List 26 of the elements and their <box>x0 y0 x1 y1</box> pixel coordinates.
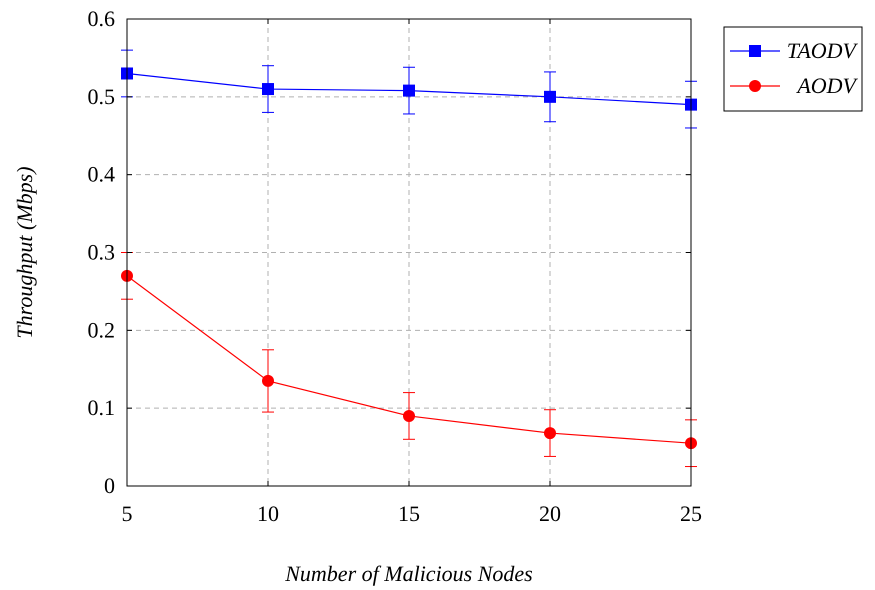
point <box>121 270 133 282</box>
point <box>262 374 274 387</box>
x-tick-label: 5 <box>122 501 132 526</box>
y-tick-label: 0.3 <box>88 240 115 264</box>
y-tick-label: 0.1 <box>88 395 115 420</box>
point <box>685 437 697 450</box>
y-tick-label: 0 <box>104 473 115 498</box>
legend-label: TAODV <box>786 38 859 63</box>
point <box>544 427 556 440</box>
y-tick-label: 0.2 <box>88 317 115 342</box>
x-axis-title: Number of Malicious Nodes <box>284 561 533 586</box>
x-tick-label: 25 <box>680 501 702 526</box>
x-tick-label: 10 <box>257 501 279 526</box>
point <box>262 83 274 96</box>
y-tick-label: 0.4 <box>88 162 115 187</box>
point <box>403 84 415 97</box>
legend-label: AODV <box>795 73 859 98</box>
x-tick-label: 15 <box>398 501 420 526</box>
point <box>403 410 415 422</box>
y-tick-label: 0.5 <box>88 84 115 109</box>
y-tick-label: 0.6 <box>88 6 115 31</box>
x-tick-label: 20 <box>539 501 561 526</box>
y-axis-title: Throughput (Mbps) <box>12 166 37 339</box>
point <box>544 90 556 103</box>
point <box>121 67 133 80</box>
point <box>685 98 697 111</box>
